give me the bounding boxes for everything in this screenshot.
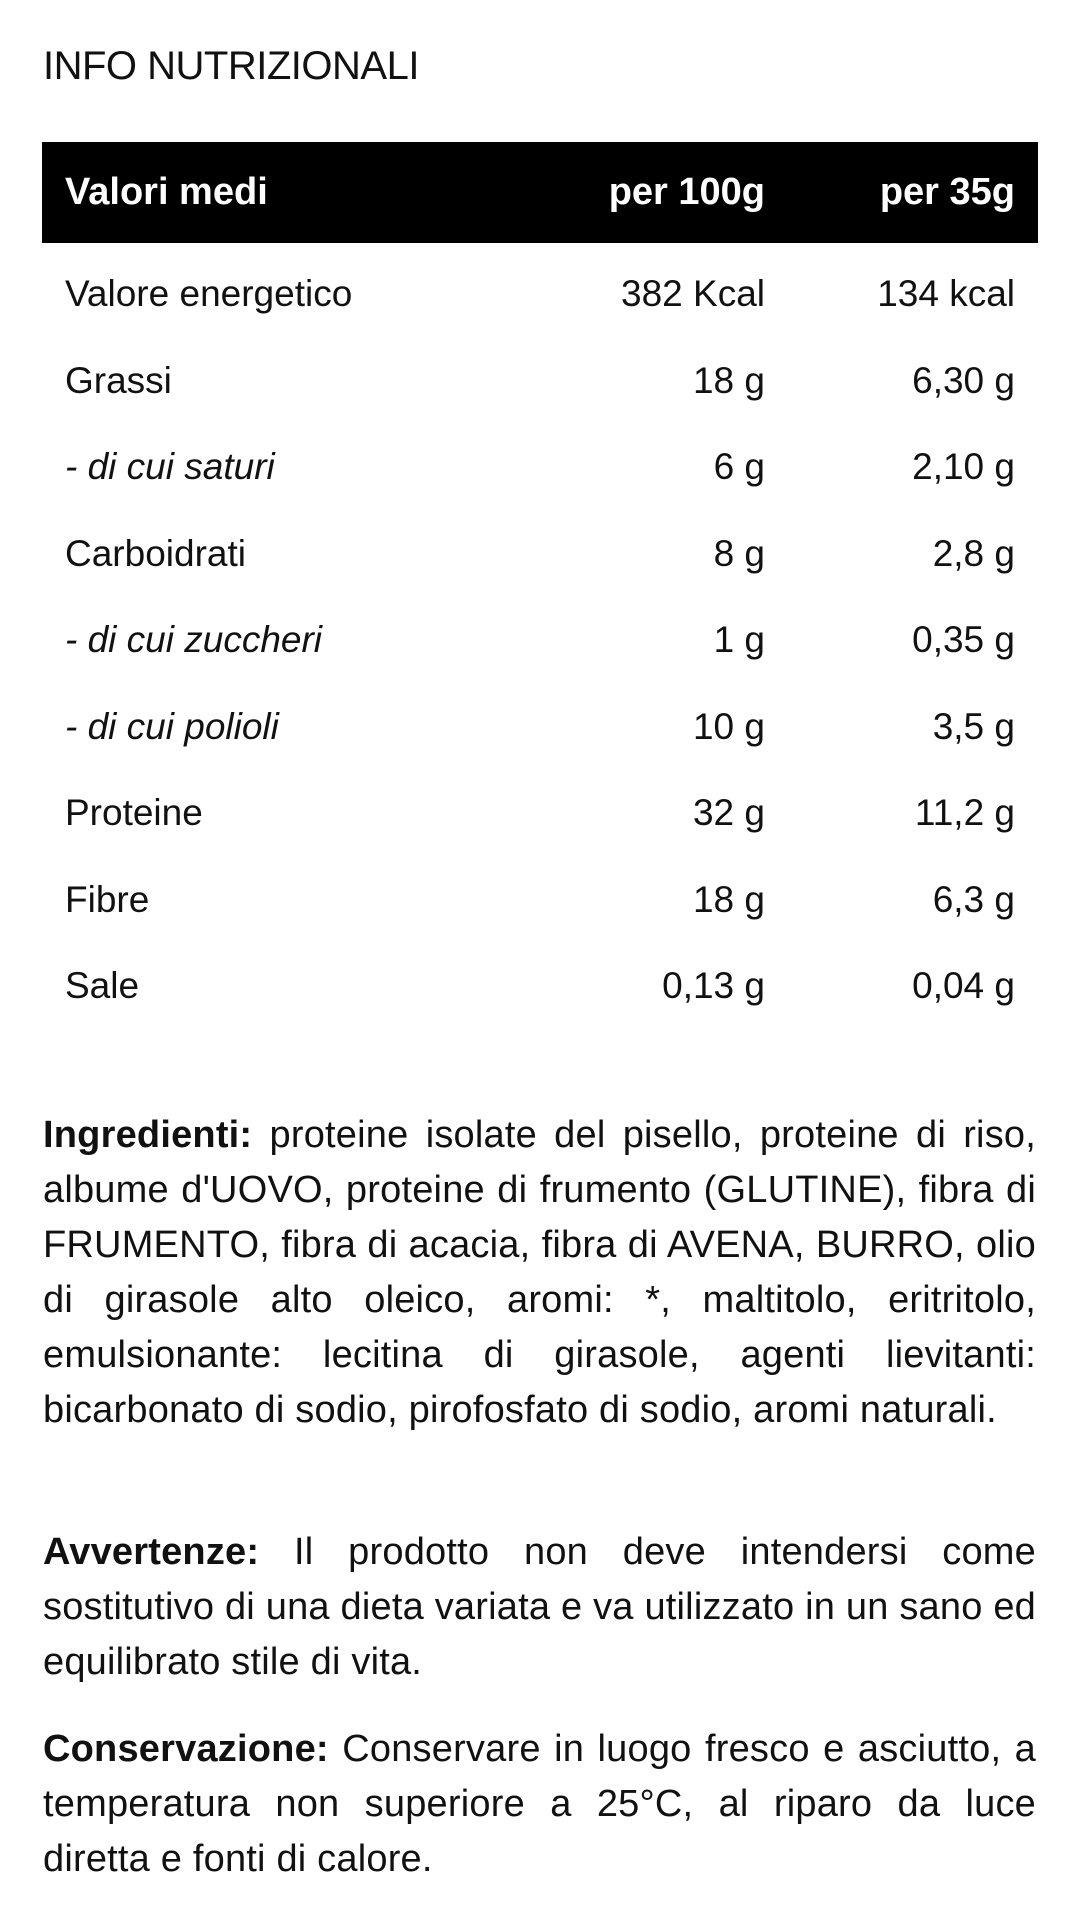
row-label: Grassi bbox=[65, 359, 172, 401]
header-per35: per 35g bbox=[879, 171, 1015, 213]
row-per35: 0,04 g bbox=[912, 965, 1015, 1007]
table-header: Valori medi per 100g per 35g bbox=[42, 142, 1038, 243]
header-label: Valori medi bbox=[65, 171, 268, 213]
table-row: Sale 0,13 g 0,04 g bbox=[42, 943, 1038, 1030]
warnings-label: Avvertenze: bbox=[43, 1531, 260, 1573]
row-per35: 6,30 g bbox=[912, 359, 1015, 401]
row-per35: 6,3 g bbox=[932, 878, 1015, 920]
row-per100: 8 g bbox=[713, 532, 765, 574]
warnings-text: Il prodotto non deve intendersi come sos… bbox=[43, 1531, 1036, 1683]
table-row: Grassi 18 g 6,30 g bbox=[42, 338, 1038, 425]
table-row: Carboidrati 8 g 2,8 g bbox=[42, 511, 1038, 598]
table-row: Fibre 18 g 6,3 g bbox=[42, 857, 1038, 944]
row-per35: 2,8 g bbox=[932, 532, 1015, 574]
storage-paragraph: Conservazione: Conservare in luogo fresc… bbox=[43, 1722, 1036, 1887]
header-per100: per 100g bbox=[608, 171, 765, 213]
table-row: Proteine 32 g 11,2 g bbox=[42, 770, 1038, 857]
row-label: Sale bbox=[65, 965, 140, 1007]
row-label: Proteine bbox=[65, 792, 203, 834]
row-per100: 32 g bbox=[692, 792, 765, 834]
row-per100: 0,13 g bbox=[662, 965, 765, 1007]
row-per100: 10 g bbox=[692, 705, 765, 747]
table-row: - di cui zuccheri 1 g 0,35 g bbox=[42, 597, 1038, 684]
row-label: - di cui zuccheri bbox=[65, 619, 323, 661]
row-per35: 0,35 g bbox=[912, 619, 1015, 661]
row-label: Valore energetico bbox=[65, 273, 353, 315]
nutrition-table: Valori medi per 100g per 35g Valore ener… bbox=[42, 142, 1038, 1030]
row-per35: 2,10 g bbox=[912, 446, 1015, 488]
warnings-paragraph: Avvertenze: Il prodotto non deve intende… bbox=[43, 1525, 1036, 1690]
table-body: Valore energetico 382 Kcal 134 kcal Grassi 1… bbox=[42, 251, 1038, 1030]
row-label: - di cui saturi bbox=[65, 446, 275, 488]
row-label: - di cui polioli bbox=[65, 705, 279, 747]
storage-text: Conservare in luogo fresco e asciutto, a… bbox=[43, 1728, 1036, 1880]
row-per35: 3,5 g bbox=[932, 705, 1015, 747]
table-row: Valore energetico 382 Kcal 134 kcal bbox=[42, 251, 1038, 338]
row-per100: 1 g bbox=[713, 619, 765, 661]
row-label: Fibre bbox=[65, 878, 150, 920]
section-title: INFO NUTRIZIONALI bbox=[43, 44, 419, 88]
row-per100: 18 g bbox=[692, 878, 765, 920]
row-per35: 11,2 g bbox=[914, 792, 1015, 834]
row-label: Carboidrati bbox=[65, 532, 246, 574]
storage-label: Conservazione: bbox=[43, 1728, 329, 1770]
row-per35: 134 kcal bbox=[877, 273, 1015, 315]
table-row: - di cui polioli 10 g 3,5 g bbox=[42, 684, 1038, 771]
ingredients-label: Ingredienti: bbox=[43, 1114, 253, 1156]
row-per100: 382 Kcal bbox=[621, 273, 765, 315]
table-row: - di cui saturi 6 g 2,10 g bbox=[42, 424, 1038, 511]
ingredients-text: proteine isolate del pisello, proteine d… bbox=[43, 1114, 1036, 1431]
ingredients-paragraph: Ingredienti: proteine isolate del pisell… bbox=[43, 1108, 1036, 1438]
row-per100: 18 g bbox=[692, 359, 765, 401]
row-per100: 6 g bbox=[713, 446, 765, 488]
